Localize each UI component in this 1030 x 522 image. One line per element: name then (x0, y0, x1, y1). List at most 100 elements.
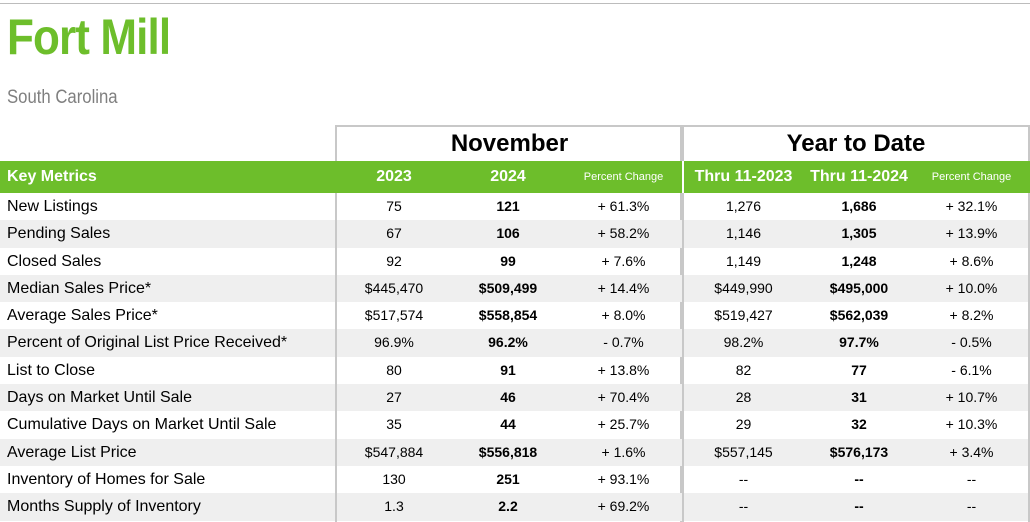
row-nov-percent-change: + 7.6% (601, 252, 646, 269)
row-nov-2023-value: 96.9% (374, 334, 414, 351)
table-row: New Listings 75 121 + 61.3% 1,276 1,686 + 32.1… (0, 193, 1030, 220)
ytd-group-title: Year to Date (786, 130, 926, 157)
table-row: Months Supply of Inventory 1.3 2.2 + 69.2% -… (0, 493, 1030, 521)
row-ytd-percent-change: + 10.3% (945, 416, 998, 433)
row-ytd-2023-value: 1,146 (725, 225, 762, 242)
row-ytd-2024-value: 1,248 (841, 252, 877, 269)
row-nov-2024-value: 91 (500, 361, 516, 378)
row-ytd-percent-change: + 10.0% (945, 279, 998, 296)
row-nov-percent-change: + 14.4% (597, 279, 650, 296)
row-nov-2023-value: 75 (386, 198, 402, 214)
row-nov-2023-value: 27 (386, 389, 402, 406)
row-metric-label: Average List Price (7, 443, 137, 461)
row-ytd-2024-value: $576,173 (829, 443, 889, 460)
row-metric-label: Pending Sales (7, 225, 111, 243)
row-nov-2023-value: 80 (386, 361, 402, 378)
row-ytd-2023-value: -- (738, 498, 749, 515)
row-ytd-2024-value: 31 (851, 389, 867, 406)
row-nov-2024-value: $509,499 (478, 279, 538, 296)
row-metric-label: New Listings (7, 198, 98, 215)
row-nov-2023-value: $517,574 (364, 307, 424, 324)
row-ytd-percent-change: + 13.9% (945, 225, 998, 242)
table-row: Percent of Original List Price Received*… (0, 329, 1030, 357)
row-metric-label: Median Sales Price* (7, 279, 152, 297)
row-nov-2023-value: 67 (386, 225, 402, 242)
row-metric-label: Closed Sales (7, 252, 102, 270)
row-ytd-2023-value: 82 (735, 361, 752, 378)
row-nov-2023-value: $445,470 (364, 279, 424, 296)
row-nov-percent-change: + 25.7% (597, 416, 650, 433)
header-nov-2024: 2024 (490, 168, 526, 185)
row-nov-2024-value: 251 (496, 470, 520, 487)
row-nov-2023-value: $547,884 (364, 443, 424, 460)
row-ytd-2023-value: $557,145 (714, 443, 773, 460)
row-ytd-percent-change: - 0.5% (951, 334, 992, 351)
row-metric-label: Inventory of Homes for Sale (7, 470, 206, 488)
row-ytd-2023-value: 98.2% (723, 334, 764, 351)
row-ytd-percent-change: - 6.1% (951, 361, 992, 378)
row-metric-label: List to Close (7, 361, 96, 379)
row-metric-label: Percent of Original List Price Received* (7, 334, 288, 352)
row-ytd-percent-change: + 8.2% (949, 307, 994, 324)
row-nov-percent-change: - 0.7% (603, 334, 644, 351)
table-row: Days on Market Until Sale 27 46 + 70.4% 28 31… (0, 384, 1030, 412)
header-ytd-percent-change: Percent Change (931, 171, 1012, 183)
page-subtitle: South Carolina (7, 87, 118, 108)
row-ytd-2024-value: -- (854, 498, 864, 515)
row-nov-2024-value: $558,854 (478, 307, 538, 324)
header-key-metrics: Key Metrics (7, 168, 97, 185)
row-ytd-2023-value: 29 (735, 416, 752, 433)
row-ytd-2024-value: 97.7% (839, 334, 879, 351)
row-nov-percent-change: + 70.4% (597, 389, 650, 406)
row-nov-percent-change: + 69.2% (597, 498, 650, 515)
row-nov-2024-value: $556,818 (478, 443, 538, 460)
row-nov-2024-value: 96.2% (488, 334, 528, 351)
row-ytd-2023-value: 28 (735, 389, 752, 406)
row-nov-percent-change: + 13.8% (597, 361, 650, 378)
table-divider-left (335, 193, 337, 522)
table-row: Pending Sales 67 106 + 58.2% 1,146 1,305 + 13.… (0, 220, 1030, 248)
row-ytd-2024-value: $562,039 (829, 307, 889, 324)
top-rule (0, 3, 1030, 4)
table-header-row: Key Metrics 2023 2024 Percent Change Thr… (0, 161, 1030, 193)
header-ytd-2024: Thru 11-2024 (810, 168, 908, 185)
row-nov-percent-change: + 58.2% (597, 225, 650, 242)
row-nov-percent-change: + 93.1% (597, 470, 650, 487)
header-nov-2023: 2023 (376, 168, 412, 185)
row-nov-2023-value: 130 (382, 470, 406, 487)
row-ytd-2024-value: 32 (851, 416, 867, 433)
row-ytd-2024-value: -- (854, 470, 864, 487)
row-ytd-percent-change: -- (966, 470, 977, 487)
table-divider-middle (682, 193, 684, 522)
row-ytd-2024-value: 77 (851, 361, 867, 378)
row-nov-2024-value: 46 (500, 389, 516, 406)
row-ytd-percent-change: -- (966, 498, 977, 515)
table-divider-right (1028, 193, 1030, 522)
row-nov-percent-change: + 8.0% (601, 307, 646, 324)
row-ytd-2023-value: 1,276 (725, 198, 762, 214)
table-row: Closed Sales 92 99 + 7.6% 1,149 1,248 + 8.6% (0, 248, 1030, 275)
november-group-title: November (450, 130, 569, 157)
row-ytd-2024-value: 1,305 (841, 225, 877, 242)
row-ytd-percent-change: + 32.1% (945, 198, 998, 214)
header-divider (682, 161, 684, 193)
row-ytd-2024-value: $495,000 (829, 279, 889, 296)
header-ytd-2023: Thru 11-2023 (694, 168, 793, 185)
table-row: List to Close 80 91 + 13.8% 82 77 - 6.1% (0, 357, 1030, 384)
row-nov-2024-value: 44 (500, 416, 516, 433)
row-ytd-2023-value: $449,990 (714, 279, 773, 296)
row-nov-2024-value: 106 (496, 225, 520, 242)
header-nov-percent-change: Percent Change (583, 171, 664, 183)
row-ytd-2023-value: $519,427 (714, 307, 773, 324)
row-ytd-percent-change: + 10.7% (945, 389, 998, 406)
row-nov-2024-value: 2.2 (498, 498, 518, 515)
row-nov-2024-value: 121 (496, 198, 520, 214)
row-nov-percent-change: + 1.6% (601, 443, 646, 460)
row-ytd-percent-change: + 3.4% (949, 443, 994, 460)
table-row: Cumulative Days on Market Until Sale 35 44… (0, 411, 1030, 438)
row-nov-percent-change: + 61.3% (597, 198, 650, 214)
row-nov-2023-value: 1.3 (384, 498, 404, 515)
table-row: Average Sales Price* $517,574 $558,854 + 8.… (0, 302, 1030, 329)
row-metric-label: Days on Market Until Sale (7, 389, 192, 407)
row-metric-label: Average Sales Price* (7, 307, 158, 325)
